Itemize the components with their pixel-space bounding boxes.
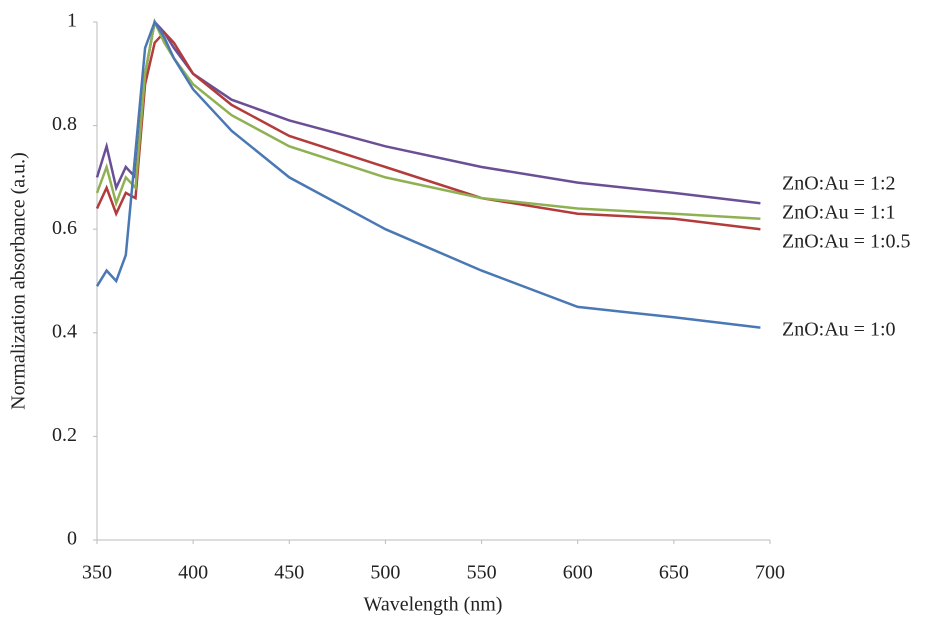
- y-tick-label: 1: [67, 10, 77, 32]
- series-label: ZnO:Au = 1:0: [782, 319, 896, 341]
- series-line: [97, 22, 760, 203]
- x-tick-label: 650: [659, 562, 689, 584]
- x-tick-label: 700: [755, 562, 785, 584]
- page: Wavelength (nm) Normalization absorbance…: [0, 0, 952, 625]
- series-line: [97, 22, 760, 219]
- series-label: ZnO:Au = 1:0.5: [782, 231, 911, 253]
- chart: Wavelength (nm) Normalization absorbance…: [0, 0, 952, 625]
- x-tick-label: 400: [178, 562, 208, 584]
- y-tick-label: 0.8: [52, 113, 77, 135]
- y-tick-label: 0.2: [52, 424, 77, 446]
- y-tick-label: 0: [67, 528, 77, 550]
- series-label: ZnO:Au = 1:1: [782, 202, 896, 224]
- x-tick-label: 550: [467, 562, 497, 584]
- series-line: [97, 22, 760, 328]
- x-tick-label: 500: [370, 562, 400, 584]
- x-axis-label: Wavelength (nm): [364, 594, 503, 616]
- y-axis-label: Normalization absorbance (a.u.): [8, 152, 30, 410]
- series-line: [97, 32, 760, 229]
- series-label: ZnO:Au = 1:2: [782, 173, 896, 195]
- x-tick-label: 600: [563, 562, 593, 584]
- y-tick-label: 0.4: [52, 320, 77, 342]
- y-tick-label: 0.6: [52, 217, 77, 239]
- x-tick-label: 350: [82, 562, 112, 584]
- x-tick-label: 450: [274, 562, 304, 584]
